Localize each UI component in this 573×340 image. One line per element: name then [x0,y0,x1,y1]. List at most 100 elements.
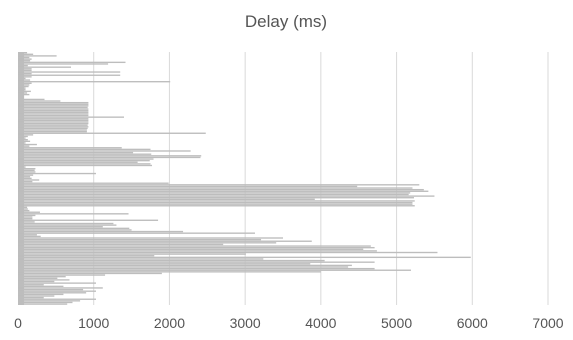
bar [18,105,89,107]
bar [18,192,411,194]
bar [18,108,89,110]
bar [18,256,471,259]
bar [18,53,34,55]
bar [18,55,57,57]
bar [18,253,246,255]
bar [18,155,202,157]
bar [18,235,41,238]
bar [18,103,89,105]
bar [18,296,44,299]
bar [18,258,264,260]
bar [18,171,36,173]
bar [18,156,201,159]
bar [18,274,106,276]
bars [18,52,471,305]
bar [18,264,352,267]
bar [18,114,89,117]
bar [18,143,37,146]
bar [18,135,28,138]
bar [18,121,89,123]
bar [18,287,103,289]
x-tick-label: 4000 [305,315,336,331]
bar [18,259,325,262]
bar [18,188,424,191]
bar [18,98,45,101]
bar [18,221,35,223]
bar [18,261,375,263]
bar [18,111,89,113]
bar [18,187,413,189]
bar [18,248,364,250]
bar [18,219,159,221]
bar [18,227,130,230]
bar [18,201,413,204]
bar [18,166,26,168]
bar [18,95,25,97]
bar [18,52,28,54]
bar [18,222,114,225]
bar [18,290,96,292]
bar [18,177,32,180]
bar [18,137,26,139]
bar [18,126,89,128]
bar [18,139,28,141]
bar [18,72,32,75]
bar [18,193,409,196]
bar [18,118,89,120]
bar [18,106,88,109]
bar [18,203,413,205]
x-tick-label: 6000 [457,315,488,331]
bar [18,195,435,197]
bar [18,148,151,151]
bar [18,285,64,288]
bar [18,164,153,167]
bar [18,229,132,231]
bar [18,180,33,183]
bar [18,134,34,136]
bar [18,208,28,210]
bar [18,280,55,283]
bar [18,238,262,241]
bar [18,113,89,115]
bar [18,130,87,133]
bar [18,89,26,91]
bar [18,97,25,99]
bar [18,163,151,165]
bar [18,213,129,215]
bar [18,293,64,296]
bar [18,79,31,81]
bar [18,116,124,118]
bar [18,60,31,62]
bar [18,284,44,286]
bar [18,87,26,89]
x-tick-label: 0 [14,315,22,331]
bar [18,58,32,60]
x-tick-label: 3000 [230,315,261,331]
bar [18,150,191,152]
bar [18,288,84,291]
bar [18,266,349,268]
bar [18,63,109,65]
bar [18,122,89,125]
bar [18,211,40,213]
bar [18,243,224,246]
bar [18,217,33,220]
bar [18,82,32,84]
x-tick-label: 1000 [78,315,109,331]
bar [18,300,81,302]
bar [18,295,55,297]
bar [18,100,61,102]
bar [18,74,121,76]
bar [18,197,414,199]
bar [18,176,31,178]
bar [18,147,122,149]
bar [18,66,71,68]
bar [18,93,30,96]
bar [18,81,171,83]
bar [18,230,184,233]
bar [18,245,371,247]
bar [18,292,87,294]
bar [18,277,58,279]
bar [18,216,33,218]
